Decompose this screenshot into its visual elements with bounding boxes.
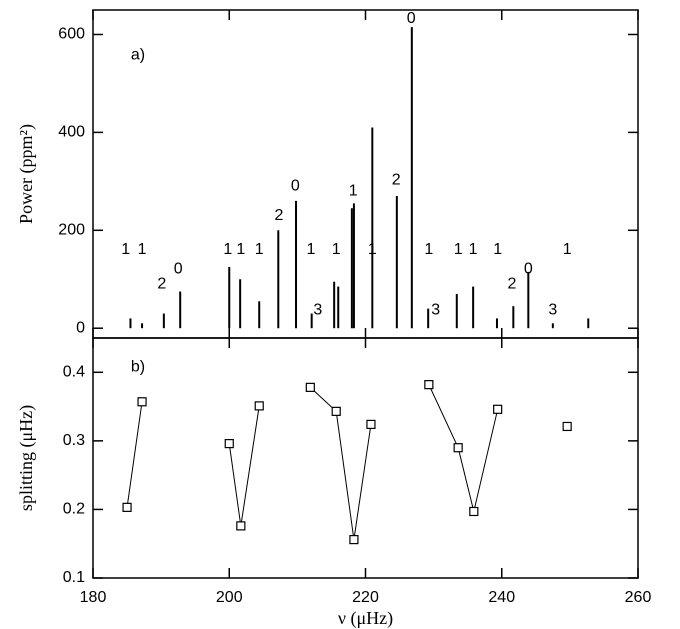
series-line	[428, 384, 499, 512]
point-marker	[236, 521, 246, 531]
point-marker	[562, 421, 572, 432]
point-marker	[254, 401, 264, 411]
annotation: 2	[392, 172, 401, 189]
y-tick-label: 0.3	[63, 432, 85, 449]
annotation: a)	[131, 47, 145, 64]
y-tick-label: 0.2	[63, 501, 85, 518]
y-axis-label: splitting (μHz)	[16, 405, 37, 511]
annotation: 1	[493, 241, 502, 258]
annotation: 2	[508, 275, 517, 292]
annotation: 1	[255, 241, 264, 258]
annotation: 0	[174, 261, 183, 278]
series-line	[126, 401, 143, 508]
annotation: 0	[524, 261, 533, 278]
point-marker	[469, 506, 479, 517]
annotation: 1	[454, 241, 463, 258]
annotation: 1	[121, 241, 130, 258]
point-marker	[493, 404, 503, 414]
x-axis-label: ν (μHz)	[338, 608, 393, 629]
point-marker	[137, 397, 147, 407]
annotation: 3	[431, 301, 440, 318]
annotation: 1	[138, 241, 147, 258]
plot-frame	[92, 9, 639, 339]
annotation: b)	[131, 359, 145, 376]
y-tick-label: 0.1	[63, 569, 85, 586]
annotation: 2	[157, 275, 166, 292]
point-marker	[331, 406, 341, 416]
annotation: 1	[223, 241, 232, 258]
annotation: 1	[469, 241, 478, 258]
point-marker	[453, 443, 463, 453]
y-tick-label: 400	[58, 124, 85, 141]
annotation: 3	[548, 301, 557, 318]
x-tick-label: 240	[488, 589, 515, 606]
x-tick-label: 200	[216, 589, 243, 606]
y-tick-label: 200	[58, 222, 85, 239]
series-line	[309, 387, 372, 540]
point-marker	[224, 439, 234, 449]
point-marker	[349, 534, 359, 545]
annotation: 1	[349, 182, 358, 199]
annotation: 1	[307, 241, 316, 258]
annotation: 1	[236, 241, 245, 258]
point-marker	[366, 419, 376, 429]
x-tick-label: 180	[80, 589, 107, 606]
x-tick-label: 220	[352, 589, 379, 606]
y-tick-label: 600	[58, 26, 85, 43]
annotation: 1	[332, 241, 341, 258]
point-marker	[122, 502, 132, 512]
annotation: 1	[563, 241, 572, 258]
annotation: 3	[313, 301, 322, 318]
y-axis-label: Power (ppm²)	[16, 124, 37, 224]
point-marker	[305, 382, 315, 392]
annotation: 0	[407, 10, 416, 27]
y-tick-label: 0	[76, 319, 85, 336]
annotation: 1	[424, 241, 433, 258]
annotation: 2	[275, 207, 284, 224]
y-tick-label: 0.4	[63, 364, 85, 381]
x-tick-label: 260	[625, 589, 652, 606]
annotation: 0	[291, 177, 300, 194]
series-line	[228, 405, 260, 526]
point-marker	[424, 380, 434, 390]
